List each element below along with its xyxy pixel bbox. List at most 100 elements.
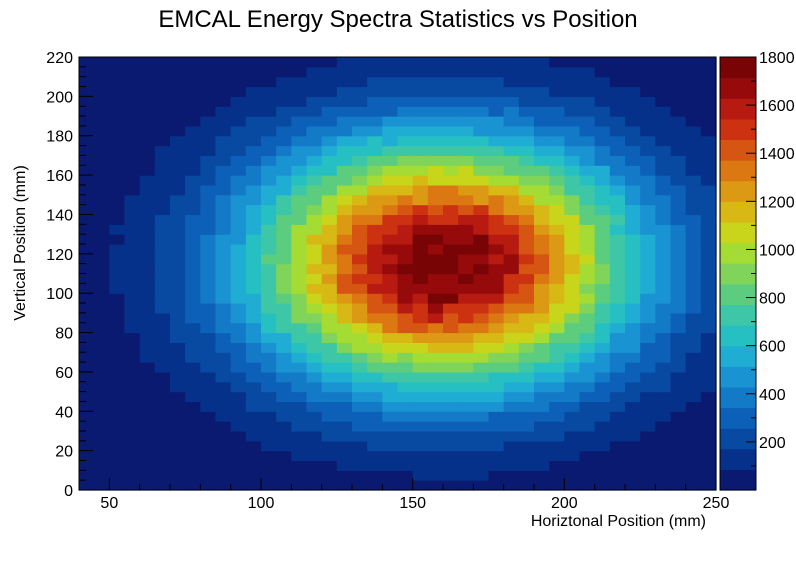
heatmap-cell (306, 470, 323, 481)
heatmap-cell (170, 224, 186, 235)
heatmap-cell (397, 106, 414, 117)
heatmap-cell (79, 253, 95, 265)
heatmap-cell (534, 57, 550, 68)
heatmap-cell (124, 480, 141, 491)
heatmap-cell (412, 96, 429, 107)
heatmap-cell (109, 57, 126, 68)
heatmap-cell (124, 391, 141, 403)
heatmap-cell (443, 204, 459, 216)
heatmap-cell (458, 66, 474, 78)
heatmap-cell (488, 135, 505, 147)
heatmap-cell (382, 401, 399, 412)
heatmap-cell (609, 322, 626, 334)
heatmap-cell (139, 362, 156, 373)
heatmap-cell (321, 106, 338, 117)
heatmap-cell (109, 332, 126, 343)
heatmap-cell (336, 165, 353, 176)
heatmap-cell (215, 303, 232, 314)
heatmap-cell (336, 175, 353, 186)
heatmap-cell (245, 145, 262, 157)
heatmap-cell (534, 312, 550, 324)
heatmap-cell (427, 411, 444, 422)
heatmap-cell (503, 322, 520, 334)
heatmap-cell (291, 66, 308, 78)
heatmap-cell (397, 234, 414, 245)
heatmap-cell (215, 194, 232, 206)
heatmap-cell (306, 303, 323, 314)
heatmap-cell (594, 116, 611, 127)
heatmap-cell (625, 332, 641, 343)
heatmap-cell (518, 224, 535, 235)
heatmap-cell (306, 214, 323, 225)
heatmap-cell (170, 125, 186, 137)
heatmap-cell (382, 391, 399, 403)
heatmap-cell (458, 96, 474, 107)
heatmap-cell (473, 293, 490, 304)
heatmap-cell (670, 303, 687, 314)
heatmap-cell (352, 76, 368, 88)
heatmap-cell (336, 293, 353, 304)
heatmap-cell (185, 96, 201, 107)
heatmap-cell (458, 135, 474, 147)
heatmap-cell (139, 322, 156, 334)
heatmap-cell (503, 106, 520, 117)
heatmap-cell (655, 362, 672, 373)
heatmap-cell (458, 214, 474, 225)
heatmap-cell (685, 450, 702, 462)
heatmap-cell (640, 204, 656, 216)
heatmap-cell (518, 332, 535, 343)
heatmap-cell (200, 303, 217, 314)
heatmap-cell (488, 381, 505, 393)
heatmap-cell (625, 234, 641, 245)
heatmap-cell (215, 86, 232, 97)
heatmap-cell (488, 204, 505, 216)
heatmap-cell (427, 322, 444, 334)
heatmap-cell (336, 322, 353, 334)
heatmap-cell (700, 362, 717, 373)
heatmap-cell (382, 125, 399, 137)
heatmap-cell (534, 293, 550, 304)
heatmap-cell (367, 145, 383, 157)
heatmap-cell (473, 332, 490, 343)
heatmap-cell (427, 332, 444, 343)
heatmap-cell (549, 273, 565, 284)
heatmap-cell (564, 460, 581, 471)
heatmap-cell (564, 253, 581, 265)
heatmap-cell (412, 470, 429, 481)
heatmap-cell (579, 381, 596, 393)
heatmap-cell (367, 57, 383, 68)
heatmap-cell (200, 184, 217, 196)
heatmap-cell (154, 116, 171, 127)
heatmap-cell (534, 165, 550, 176)
heatmap-cell (200, 342, 217, 353)
heatmap-cell (427, 116, 444, 127)
heatmap-cell (625, 342, 641, 353)
heatmap-cell (200, 194, 217, 206)
heatmap-cell (443, 470, 459, 481)
heatmap-cell (367, 273, 383, 284)
heatmap-cell (397, 214, 414, 225)
heatmap-cell (579, 460, 596, 471)
heatmap-cell (139, 234, 156, 245)
heatmap-cell (367, 381, 383, 393)
heatmap-cell (139, 96, 156, 107)
heatmap-cell (579, 362, 596, 373)
heatmap-cell (609, 293, 626, 304)
heatmap-cell (534, 263, 550, 275)
heatmap-cell (352, 253, 368, 265)
heatmap-cell (412, 293, 429, 304)
heatmap-cell (185, 342, 201, 353)
heatmap-cell (94, 322, 110, 334)
heatmap-cell (625, 381, 641, 393)
heatmap-cell (321, 391, 338, 403)
heatmap-cell (276, 253, 292, 265)
heatmap-cell (427, 273, 444, 284)
heatmap-cell (230, 57, 247, 68)
heatmap-cell (79, 283, 95, 294)
heatmap-cell (443, 401, 459, 412)
color-scale-segment (720, 180, 756, 202)
heatmap-cell (185, 470, 201, 481)
heatmap-cell (291, 125, 308, 137)
heatmap-cell (700, 303, 717, 314)
heatmap-cell (276, 283, 292, 294)
